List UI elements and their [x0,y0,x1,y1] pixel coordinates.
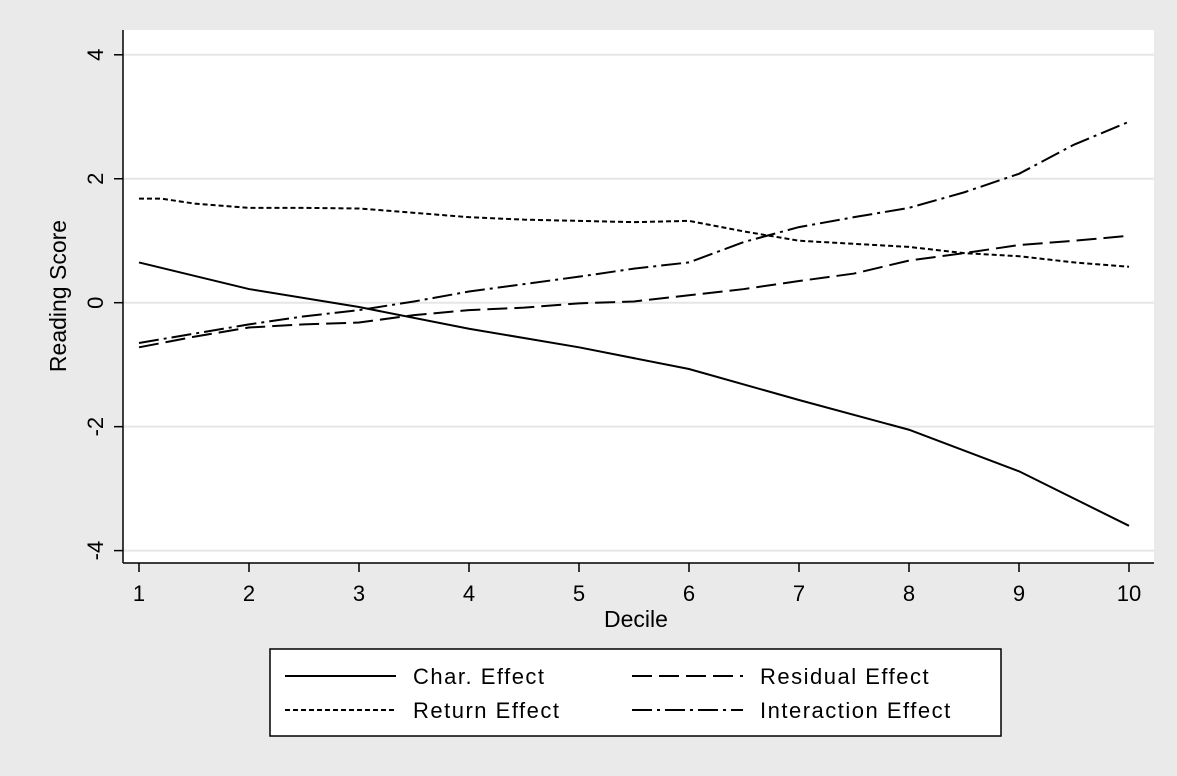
legend-label: Return Effect [413,698,561,723]
plot-area [123,30,1154,563]
x-tick-label: 3 [353,581,365,606]
x-axis-label: Decile [604,606,668,632]
grid-lines [123,53,1154,552]
legend-label: Residual Effect [760,664,930,689]
series-lines [138,120,1130,527]
x-tick-label: 7 [793,581,805,606]
x-tick-label: 5 [573,581,585,606]
series-line-residual-effect [138,234,1130,349]
y-tick-label: 4 [83,49,108,61]
x-tick-label: 10 [1117,581,1141,606]
legend: Char. Effect Residual Effect Return Effect… [269,648,1002,737]
x-tick-label: 8 [903,581,915,606]
x-tick-label: 4 [463,581,475,606]
y-tick-label: -2 [83,417,108,437]
series-line-return-effect [139,197,1130,268]
tick-labels: -4 -2 0 2 4 1 2 3 4 5 6 7 8 9 10 [83,49,1141,606]
axes [114,30,1154,572]
legend-label: Char. Effect [413,664,546,689]
y-tick-label: 0 [83,297,108,309]
x-tick-label: 1 [133,581,145,606]
y-axis-label: Reading Score [45,220,71,372]
y-tick-label: 2 [83,173,108,185]
series-line-char-effect [138,261,1130,527]
x-tick-label: 9 [1013,581,1025,606]
legend-box [269,648,1002,737]
legend-label: Interaction Effect [760,698,952,723]
x-tick-label: 6 [683,581,695,606]
series-line-interaction-effect [138,120,1130,344]
y-tick-label: -4 [83,541,108,561]
x-tick-label: 2 [243,581,255,606]
